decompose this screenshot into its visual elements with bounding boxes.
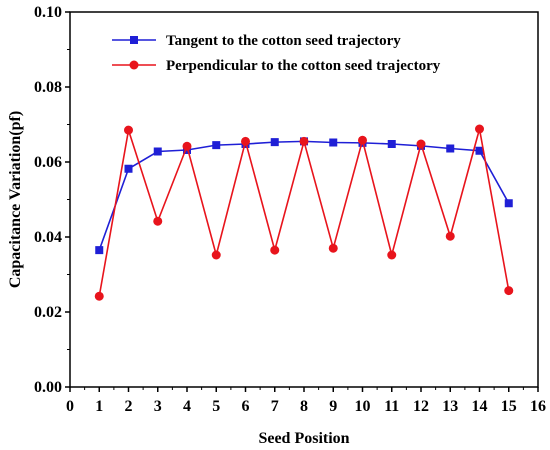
data-point-circle: [182, 141, 192, 151]
x-tick-label: 7: [271, 398, 279, 415]
data-point-circle: [153, 216, 163, 226]
x-tick-label: 9: [329, 398, 337, 415]
legend-label: Tangent to the cotton seed trajectory: [166, 33, 401, 49]
data-point-circle: [211, 250, 221, 260]
y-tick-label: 0.06: [34, 154, 62, 171]
x-axis-title: Seed Position: [258, 430, 349, 447]
x-tick-label: 3: [154, 398, 162, 415]
legend-label: Perpendicular to the cotton seed traject…: [166, 58, 441, 74]
x-tick-label: 12: [413, 398, 429, 415]
y-tick-label: 0.02: [34, 304, 62, 321]
data-point-square: [329, 138, 338, 147]
y-tick-label: 0.04: [34, 229, 62, 246]
data-point-circle: [328, 243, 338, 253]
data-point-circle: [416, 139, 426, 149]
data-point-square: [270, 138, 279, 147]
y-tick-label: 0.08: [34, 79, 62, 96]
y-axis-title: Capacitance Variation(pf): [7, 111, 24, 288]
data-point-square: [212, 141, 221, 150]
x-tick-label: 5: [212, 398, 220, 415]
data-point-circle: [504, 286, 514, 296]
x-tick-label: 14: [472, 398, 488, 415]
x-tick-label: 6: [242, 398, 250, 415]
legend-marker-square: [130, 36, 138, 44]
data-point-circle: [445, 231, 455, 241]
data-point-circle: [387, 250, 397, 260]
y-tick-label: 0.00: [34, 379, 62, 396]
series-layer: [94, 124, 514, 301]
x-tick-label: 8: [300, 398, 308, 415]
x-tick-label: 2: [125, 398, 133, 415]
x-tick-label: 1: [95, 398, 103, 415]
data-point-circle: [299, 136, 309, 146]
data-point-square: [475, 146, 484, 155]
legend: Tangent to the cotton seed trajectory Per…: [112, 33, 441, 74]
x-tick-label: 13: [442, 398, 458, 415]
data-point-square: [153, 147, 162, 156]
x-tick-label: 15: [501, 398, 517, 415]
data-point-square: [95, 246, 104, 255]
data-point-circle: [94, 291, 104, 301]
data-point-circle: [124, 125, 133, 135]
data-point-square: [387, 140, 396, 148]
legend-entry-1: Tangent to the cotton seed trajectory: [112, 33, 401, 49]
data-point-circle: [475, 124, 484, 134]
data-point-square: [446, 144, 455, 153]
x-tick-label: 4: [183, 398, 191, 415]
data-point-square: [124, 164, 133, 173]
series-2: [94, 124, 514, 301]
x-tick-label: 10: [355, 398, 371, 415]
x-tick-label: 16: [530, 398, 546, 415]
legend-marker-circle: [129, 60, 139, 70]
x-tick-label: 0: [66, 398, 74, 415]
data-point-circle: [241, 136, 250, 146]
data-point-circle: [270, 245, 280, 255]
legend-entry-2: Perpendicular to the cotton seed traject…: [112, 58, 441, 74]
y-tick-label: 0.10: [34, 4, 62, 21]
data-point-circle: [358, 135, 367, 145]
axes: 0 1 2 3 4 5 6 7 8 9 10 11 12 13 14 15 160.000.020.040.06…: [34, 4, 546, 415]
x-tick-label: 11: [384, 398, 399, 415]
data-point-square: [504, 199, 513, 208]
